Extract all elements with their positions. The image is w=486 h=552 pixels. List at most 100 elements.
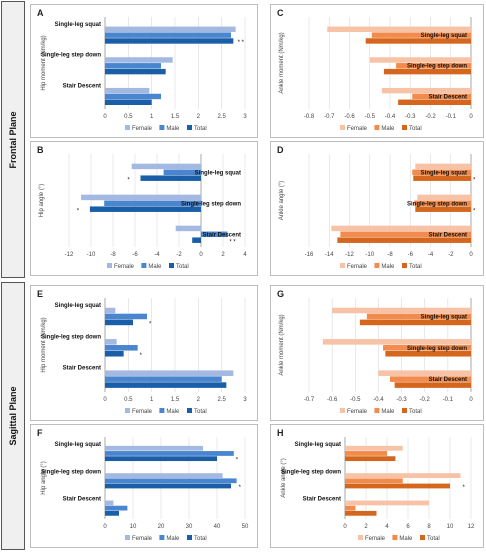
legend-swatch-total [169, 263, 174, 268]
legend-swatch-male [374, 263, 380, 268]
legend-label-total: Total [194, 126, 207, 132]
sagittal-plane-label: Sagittal Plane [8, 386, 18, 446]
x-tick-label: 4 [243, 252, 247, 258]
bar-total-single-leg-step-down [385, 350, 471, 357]
bar-female-stair-descent [378, 370, 471, 376]
x-tick-label: 10 [447, 524, 454, 530]
bar-total-single-leg-squat [105, 456, 217, 462]
y-axis-label: Ankle angle (°) [279, 181, 285, 220]
significance-marker: * [149, 322, 152, 328]
bar-female-stair-descent [345, 500, 429, 506]
panel-letter-a: A [37, 8, 44, 18]
legend-label-male: Male [166, 126, 180, 132]
chart-f-hip-angle-sagittal: F 0 10 20 30 40 50 Hip angle (°) Single-leg squa… [37, 428, 249, 542]
legend-swatch-male [141, 263, 147, 268]
x-tick-label: 30 [186, 524, 193, 530]
x-tick-label: 1.5 [171, 114, 180, 120]
significance-marker: * [236, 457, 239, 463]
x-tick-label: 12 [468, 524, 475, 530]
bar-female-single-leg-squat [332, 307, 471, 314]
bar-male-single-leg-squat [105, 32, 231, 38]
chart-panel-a: A 0 0.5 1 1.5 2 2.5 3 Hip moment (Nm/kg) Single-l… [30, 4, 258, 138]
significance-marker: * [473, 208, 476, 214]
bar-total-stair-descent [394, 382, 471, 388]
panel-letter-d: D [277, 145, 284, 155]
legend-label-total: Total [427, 536, 440, 542]
bar-female-stair-descent [105, 87, 150, 94]
legend-swatch-male [159, 125, 165, 130]
category-label: Stair Descent [63, 83, 101, 89]
bar-male-single-leg-step-down [105, 345, 138, 351]
x-tick-label: -0.8 [304, 114, 315, 120]
y-axis-label: Ankle moment (Nm/kg) [279, 314, 285, 375]
x-tick-label: 1 [150, 397, 154, 403]
x-tick-label: -6 [132, 252, 138, 258]
legend-swatch-female [340, 408, 345, 413]
x-tick-label: 0 [469, 397, 473, 403]
x-tick-label: 2 [197, 114, 201, 120]
category-label: Single-leg step down [41, 334, 101, 340]
bar-female-single-leg-step-down [417, 194, 471, 201]
legend-swatch-female [125, 535, 130, 540]
category-label: Single-leg step down [41, 53, 101, 59]
category-label: Single-leg step down [181, 201, 241, 207]
x-tick-label: 2 [364, 524, 368, 530]
x-tick-label: 0 [343, 524, 347, 530]
bar-total-single-leg-step-down [89, 206, 201, 212]
bar-total-single-leg-step-down [383, 68, 471, 75]
category-label: Single-leg squat [55, 442, 101, 448]
panel-letter-f: F [37, 428, 43, 438]
category-label: Single-leg step down [407, 64, 467, 70]
legend-label-total: Total [176, 264, 189, 270]
chart-g-ankle-moment-sagittal: G -0.7 -0.6 -0.5 -0.4 -0.3 -0.2 -0.1 0 Ankle mome… [277, 289, 473, 415]
category-label: Stair Descent [303, 497, 341, 503]
sagittal-plane-box: Sagittal Plane [1, 282, 25, 550]
legend-label-male: Male [166, 409, 180, 415]
category-label: Stair Descent [203, 232, 241, 238]
x-tick-label: 2.5 [217, 397, 226, 403]
bar-total-stair-descent [105, 99, 152, 106]
x-tick-label: -0.4 [385, 114, 396, 120]
significance-marker: * [239, 485, 242, 491]
x-tick-label: 3 [243, 397, 247, 403]
category-label: Stair Descent [429, 377, 467, 383]
bar-male-single-leg-step-down [105, 63, 161, 69]
legend-swatch-male [374, 408, 380, 413]
category-label: Single-leg squat [295, 442, 341, 448]
bar-female-single-leg-step-down [369, 57, 471, 63]
category-label: Single-leg step down [281, 469, 341, 475]
legend-swatch-male [159, 408, 165, 413]
bar-female-single-leg-step-down [81, 194, 201, 201]
bar-male-single-leg-step-down [345, 478, 403, 484]
x-tick-label: 3 [243, 114, 247, 120]
significance-marker: * * [229, 239, 236, 245]
legend-label-total: Total [409, 409, 422, 415]
legend-swatch-female [125, 408, 130, 413]
bar-male-single-leg-squat [366, 313, 471, 320]
x-tick-label: -4 [154, 252, 160, 258]
legend-swatch-total [402, 125, 407, 130]
legend-label-total: Total [194, 536, 207, 542]
legend-swatch-total [420, 535, 425, 540]
x-tick-label: -12 [65, 252, 74, 258]
frontal-plane-label: Frontal Plane [8, 110, 18, 169]
x-tick-label: -0.5 [350, 397, 361, 403]
significance-marker: * [473, 177, 476, 183]
bar-total-single-leg-step-down [345, 483, 450, 489]
x-tick-label: 2 [221, 252, 225, 258]
category-label: Single-leg squat [55, 22, 101, 28]
bar-female-single-leg-squat [105, 445, 203, 451]
legend-label-female: Female [365, 536, 386, 542]
bar-male-single-leg-squat [105, 313, 147, 320]
bar-female-stair-descent [331, 225, 471, 232]
x-tick-label: -0.7 [324, 114, 335, 120]
bar-male-single-leg-squat [371, 32, 471, 38]
category-label: Stair Descent [63, 366, 101, 372]
bar-male-single-leg-squat [105, 451, 234, 456]
chart-panel-c: C -0.8 -0.7 -0.6 -0.5 -0.4 -0.3 -0.2 -0.1 0 Ankle … [270, 4, 484, 138]
bar-total-single-leg-step-down [415, 206, 471, 212]
legend-label-female: Female [347, 264, 368, 270]
bar-female-single-leg-squat [105, 307, 116, 314]
panel-letter-b: B [37, 145, 44, 155]
x-tick-label: 0 [199, 252, 203, 258]
